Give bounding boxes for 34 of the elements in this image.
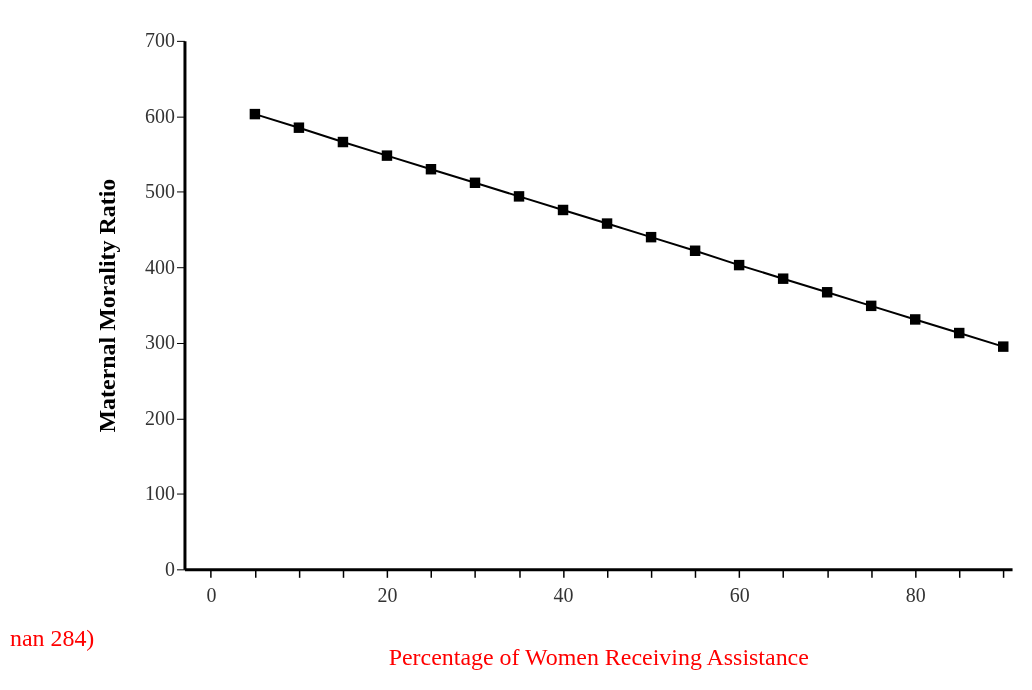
x-tick-label: 40 — [553, 583, 574, 606]
point — [557, 204, 569, 216]
x-tick-label: 0 — [206, 583, 217, 606]
point — [777, 273, 789, 284]
point — [601, 218, 613, 229]
x-tick-label: 20 — [377, 583, 398, 606]
y-axis-title: Maternal Morality Ratio — [94, 178, 121, 433]
point — [645, 231, 657, 243]
y-tick-label: 700 — [145, 29, 176, 52]
y-tick-label: 200 — [145, 406, 176, 429]
y-tick-label: 600 — [145, 104, 176, 127]
point — [249, 108, 261, 120]
point — [293, 122, 305, 133]
point — [998, 341, 1009, 352]
point — [381, 150, 393, 161]
point — [821, 287, 833, 298]
y-tick-label: 400 — [145, 255, 176, 278]
y-tick-label: 300 — [145, 331, 176, 354]
point — [469, 177, 481, 189]
point — [513, 191, 525, 202]
x-tick-label: 80 — [905, 583, 926, 606]
point — [733, 259, 745, 271]
point — [865, 300, 877, 312]
x-axis-title: Percentage of Women Receiving Assistance — [388, 643, 809, 670]
text: nan 284) — [9, 625, 95, 652]
point — [425, 163, 437, 175]
point — [689, 245, 701, 256]
y-tick-label: 0 — [165, 557, 176, 580]
x-tick-label: 60 — [729, 583, 750, 606]
point — [909, 314, 921, 325]
point — [337, 136, 349, 148]
point — [954, 327, 965, 339]
y-tick-label: 100 — [145, 482, 176, 505]
y-tick-label: 500 — [145, 180, 176, 203]
